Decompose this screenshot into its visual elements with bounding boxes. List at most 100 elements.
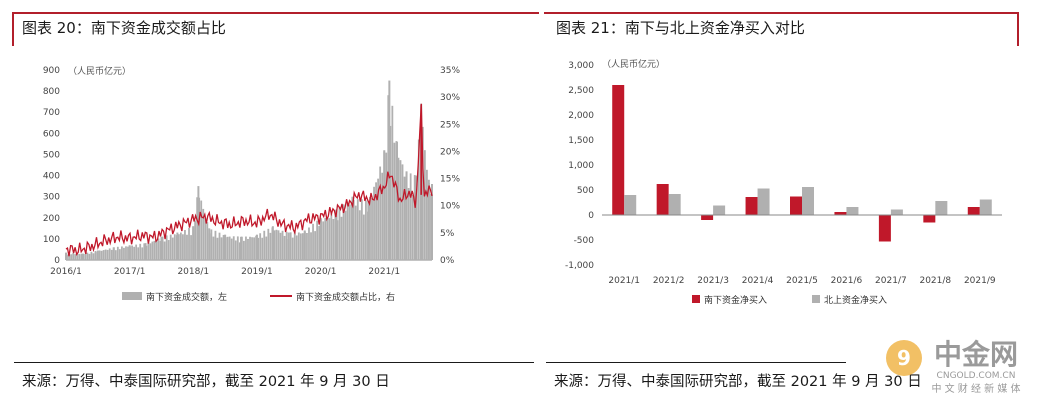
left-chart-title: 图表 20：南下资金成交额占比 — [22, 19, 226, 37]
right-y-tick: 10% — [440, 202, 460, 212]
right-source-note: 来源：万得、中泰国际研究部，截至 2021 年 9 月 30 日 — [554, 374, 922, 390]
turnover-bar — [238, 242, 241, 260]
turnover-bar — [184, 230, 186, 260]
southbound-bar — [656, 184, 669, 215]
turnover-bar — [409, 173, 412, 260]
turnover-bar — [74, 254, 77, 260]
right-chart-title: 图表 21：南下与北上资金净买入对比 — [556, 19, 805, 37]
turnover-bar-spike — [255, 234, 258, 260]
turnover-bar — [257, 237, 260, 260]
turnover-bar — [100, 250, 103, 260]
turnover-bar-spike — [335, 209, 338, 260]
turnover-bar — [426, 169, 428, 260]
right-x-tick: 2021/1 — [608, 276, 640, 286]
turnover-bar — [90, 251, 93, 260]
turnover-bar — [387, 95, 390, 260]
turnover-bar — [265, 236, 268, 260]
left-title-rule-vertical — [12, 12, 14, 46]
turnover-bar — [173, 234, 176, 260]
turnover-bar — [301, 233, 304, 260]
turnover-bar — [216, 237, 219, 260]
turnover-bar — [249, 236, 251, 260]
turnover-bar — [285, 231, 288, 260]
southbound-bar — [790, 196, 802, 215]
turnover-bar — [171, 237, 174, 260]
left-x-tick: 2021/1 — [368, 267, 400, 277]
turnover-bar-spike — [80, 253, 83, 260]
left-x-tick: 2019/1 — [241, 267, 273, 277]
right-y-tick: 3,000 — [568, 61, 594, 71]
turnover-bar — [401, 164, 404, 260]
right-y-tick: 30% — [440, 93, 460, 103]
legend-label-northbound: 北上资金净买入 — [824, 294, 887, 305]
northbound-bar — [757, 188, 770, 215]
turnover-bar-spike — [383, 150, 386, 260]
southbound-bar — [923, 215, 936, 223]
turnover-bar — [352, 200, 355, 260]
turnover-bar — [293, 232, 296, 260]
turnover-bar — [196, 197, 199, 260]
turnover-bar — [133, 246, 136, 260]
turnover-bar — [131, 245, 133, 260]
turnover-bar — [334, 210, 337, 260]
turnover-bar — [281, 230, 284, 260]
right-title-rule-vertical — [1017, 12, 1019, 46]
turnover-bar-spike — [415, 175, 418, 260]
turnover-bar — [66, 254, 68, 260]
turnover-bar — [326, 217, 329, 260]
turnover-bar — [110, 249, 113, 260]
turnover-bar — [143, 243, 146, 260]
turnover-bar — [177, 234, 180, 260]
turnover-bar — [137, 247, 140, 260]
turnover-bar-spike — [176, 232, 179, 260]
turnover-bar — [127, 246, 129, 260]
right-y-tick: 15% — [440, 175, 460, 185]
turnover-bar — [261, 237, 264, 260]
turnover-bar — [413, 175, 416, 260]
watermark: 9 中金网 CNGOLD.COM.CN 中 文 财 经 新 媒 体 — [880, 334, 1030, 402]
watermark-url: CNGOLD.COM.CN — [937, 371, 1016, 381]
turnover-bar — [365, 200, 367, 260]
turnover-bar-spike — [395, 141, 398, 260]
left-y-tick: 0 — [54, 256, 60, 266]
turnover-bar — [332, 219, 335, 260]
turnover-bar — [273, 230, 276, 260]
right-y-tick: 500 — [577, 186, 594, 196]
turnover-bar — [161, 236, 164, 260]
turnover-bar — [72, 253, 75, 260]
northbound-bar — [713, 205, 726, 215]
turnover-bar-spike — [287, 232, 290, 260]
turnover-bar — [182, 234, 184, 260]
turnover-bar — [308, 227, 310, 260]
turnover-bar — [312, 223, 314, 260]
turnover-bar — [94, 251, 97, 260]
northbound-bar — [624, 195, 637, 215]
right-x-tick: 2021/4 — [742, 276, 774, 286]
left-y-tick: 800 — [43, 87, 60, 97]
turnover-bar-spike — [431, 184, 433, 260]
right-x-tick: 2021/8 — [919, 276, 951, 286]
right-y-tick: 5% — [440, 229, 455, 239]
left-y-tick: 200 — [43, 214, 60, 224]
turnover-bar — [356, 199, 359, 260]
turnover-bar — [430, 193, 432, 260]
turnover-bar — [318, 226, 321, 260]
turnover-bar — [346, 202, 349, 260]
turnover-bar — [88, 253, 91, 260]
turnover-bar — [92, 253, 95, 260]
turnover-bar — [275, 229, 278, 260]
turnover-bar — [421, 126, 424, 261]
turnover-bar — [297, 232, 300, 260]
turnover-bar — [299, 233, 302, 260]
left-chart: （人民币亿元） 0 100 200 300 400 500 600 700 800 900 0% 5% 1… — [43, 65, 461, 303]
left-footer-rule — [14, 362, 534, 363]
turnover-bar — [279, 232, 282, 260]
left-y-tick: 100 — [43, 235, 60, 245]
turnover-bar-spike — [224, 234, 227, 260]
turnover-bar — [151, 241, 154, 260]
turnover-bar — [226, 236, 229, 260]
turnover-bar — [243, 240, 245, 260]
left-y-tick: 400 — [43, 172, 60, 182]
right-y-tick: 35% — [440, 66, 460, 76]
legend-label-southbound: 南下资金净买入 — [704, 294, 767, 305]
